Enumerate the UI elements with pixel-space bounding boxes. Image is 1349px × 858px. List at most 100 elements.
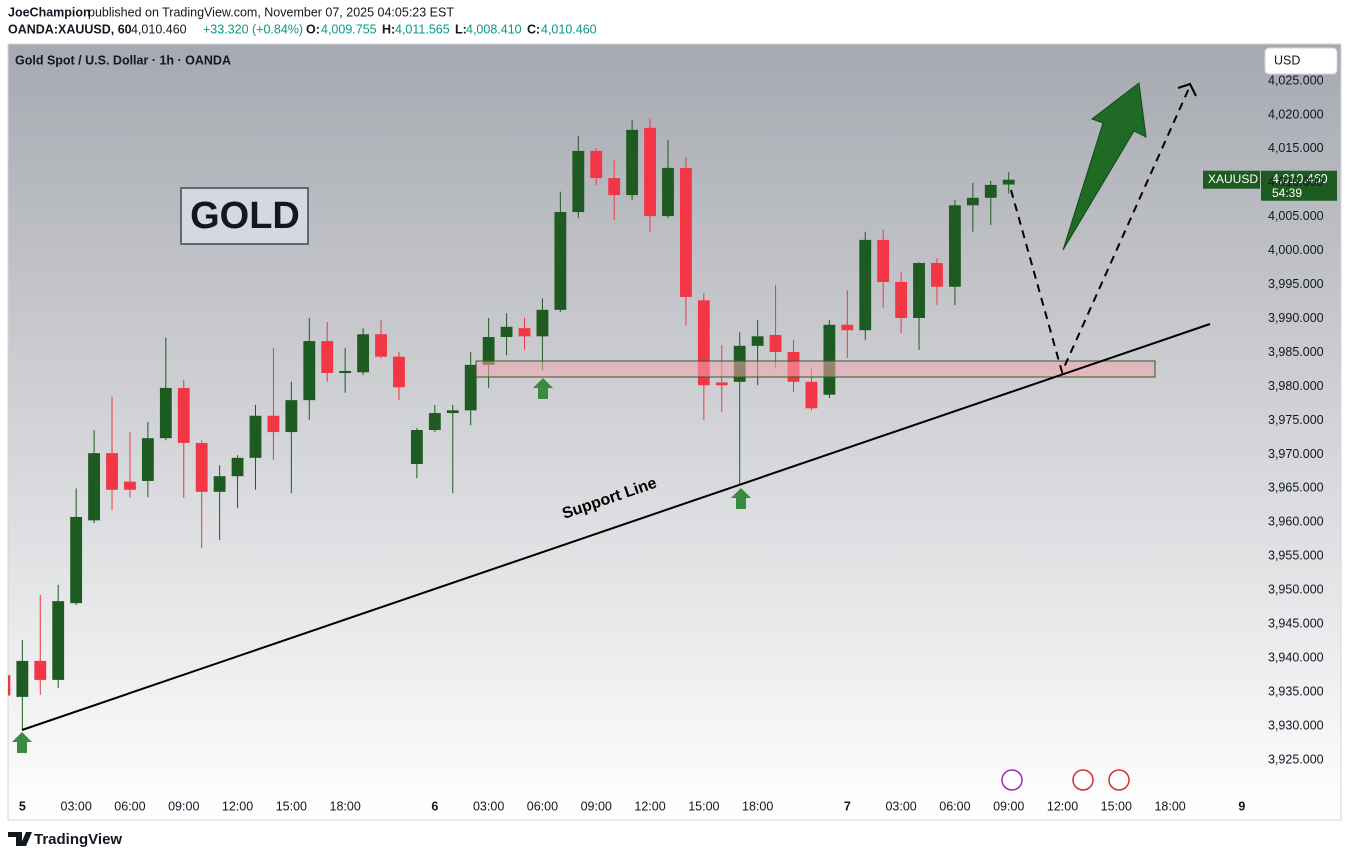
candle-body xyxy=(1002,179,1015,185)
candle-body xyxy=(88,453,101,521)
candle-body xyxy=(231,457,244,477)
x-tick-label: 03:00 xyxy=(885,799,916,813)
candle-body xyxy=(948,205,961,287)
candle-body xyxy=(877,239,890,282)
x-tick-label: 06:00 xyxy=(114,799,145,813)
candle-body xyxy=(697,300,710,386)
candle-body xyxy=(106,453,118,490)
candle-body xyxy=(590,150,603,179)
candle-body xyxy=(159,387,172,439)
currency: USD xyxy=(1274,53,1300,67)
y-tick-label: 4,015.000 xyxy=(1268,141,1324,155)
candle-body xyxy=(267,415,280,433)
high-value: 4,011.565 xyxy=(395,22,450,36)
last-price-tag xyxy=(1261,170,1337,201)
candle-body xyxy=(70,516,83,604)
candle-body xyxy=(859,239,872,331)
low-label: L: xyxy=(455,22,467,36)
candle-body xyxy=(572,150,585,213)
y-tick-label: 3,990.000 xyxy=(1268,311,1324,325)
candle-body xyxy=(321,341,334,373)
symbol: OANDA:XAUUSD, 60 xyxy=(8,22,132,36)
candle-body xyxy=(841,324,854,331)
x-tick-label: 03:00 xyxy=(61,799,92,813)
event-icon[interactable] xyxy=(1001,769,1023,791)
y-tick-label: 4,005.000 xyxy=(1268,209,1324,223)
candle-body xyxy=(518,328,531,337)
candle-body xyxy=(662,167,674,217)
x-tick-label: 09:00 xyxy=(993,799,1024,813)
candle-body xyxy=(482,336,495,365)
candle-body xyxy=(34,660,47,680)
last-price: 4,010.460 xyxy=(131,22,187,36)
last-price-label: 4,010.460 xyxy=(1272,172,1328,186)
candle-body xyxy=(357,334,370,373)
gold-label: GOLD xyxy=(190,195,300,237)
logo-icon xyxy=(8,832,32,846)
y-tick-label: 4,010.000 xyxy=(1268,175,1324,189)
y-tick-label: 4,020.000 xyxy=(1268,107,1324,121)
x-tick-label: 5 xyxy=(19,799,26,813)
chart-pane xyxy=(7,43,1342,821)
y-tick-label: 3,955.000 xyxy=(1268,549,1324,563)
price-change: +33.320 (+0.84%) xyxy=(203,22,303,36)
candle-body xyxy=(751,336,764,346)
candle-body xyxy=(213,476,226,492)
candle-body xyxy=(805,381,818,409)
brand: TradingView xyxy=(34,831,122,848)
candle-body xyxy=(177,387,190,443)
open-value: 4,009.755 xyxy=(321,22,377,36)
candle-body xyxy=(195,442,208,492)
open-label: O: xyxy=(306,22,320,36)
candle-body xyxy=(608,178,621,196)
gold-box xyxy=(180,187,309,245)
y-tick-label: 3,980.000 xyxy=(1268,379,1324,393)
candle-body xyxy=(141,438,154,481)
candle-body xyxy=(428,413,441,431)
y-tick-label: 3,975.000 xyxy=(1268,413,1324,427)
candle-body xyxy=(679,167,692,297)
y-tick-label: 3,935.000 xyxy=(1268,684,1324,698)
x-tick-label: 09:00 xyxy=(168,799,199,813)
x-tick-label: 18:00 xyxy=(330,799,361,813)
candle-body xyxy=(303,341,316,401)
candle-body xyxy=(16,660,29,697)
y-tick-label: 3,930.000 xyxy=(1268,718,1324,732)
countdown-label: 54:39 xyxy=(1272,186,1302,200)
high-label: H: xyxy=(382,22,395,36)
candle-body xyxy=(626,129,639,196)
candle-body xyxy=(8,675,11,696)
candle-body xyxy=(446,410,459,414)
close-value: 4,010.460 xyxy=(541,22,597,36)
currency-button[interactable] xyxy=(1264,47,1338,75)
candle-body xyxy=(554,212,567,310)
up-arrow xyxy=(12,732,32,753)
chart-title: Gold Spot / U.S. Dollar · 1h · OANDA xyxy=(15,53,231,67)
candle-body xyxy=(913,262,925,318)
candle-body xyxy=(410,430,423,464)
x-tick-label: 06:00 xyxy=(939,799,970,813)
event-icon[interactable] xyxy=(1072,769,1094,791)
candle-body xyxy=(931,262,943,287)
footer xyxy=(0,822,1349,858)
x-tick-label: 09:00 xyxy=(581,799,612,813)
x-tick-label: 06:00 xyxy=(527,799,558,813)
y-tick-label: 3,985.000 xyxy=(1268,345,1324,359)
close-label: C: xyxy=(527,22,540,36)
candle-body xyxy=(500,326,513,337)
x-tick-label: 6 xyxy=(431,799,438,813)
up-arrow xyxy=(731,488,751,509)
candle-body xyxy=(375,334,387,357)
bullish-arrow xyxy=(1062,82,1147,251)
y-tick-label: 3,970.000 xyxy=(1268,447,1324,461)
support-zone xyxy=(475,360,1156,378)
candle-body xyxy=(823,324,836,395)
candle-body xyxy=(715,382,728,386)
x-tick-label: 15:00 xyxy=(276,799,307,813)
x-tick-label: 15:00 xyxy=(1101,799,1132,813)
x-tick-label: 03:00 xyxy=(473,799,504,813)
y-tick-label: 3,960.000 xyxy=(1268,515,1324,529)
event-icon[interactable] xyxy=(1108,769,1130,791)
candle-body xyxy=(769,334,782,352)
candle-body xyxy=(285,400,298,433)
